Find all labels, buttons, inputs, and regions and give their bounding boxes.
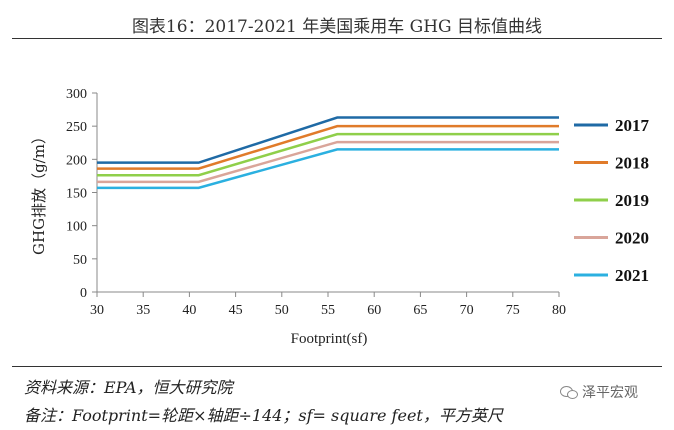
chart-title: 图表16：2017-2021 年美国乘用车 GHG 目标值曲线 <box>131 17 543 37</box>
series-line-2019 <box>97 132 559 177</box>
x-tick-label: 75 <box>506 303 520 318</box>
x-tick-label: 80 <box>552 303 566 318</box>
title-divider <box>12 38 662 39</box>
watermark: 泽平宏观 <box>560 382 638 402</box>
x-tick-label: 55 <box>321 303 335 318</box>
chart-legend: 2017 2018 2019 2020 2021 <box>574 116 650 285</box>
y-tick-label: 0 <box>80 286 87 301</box>
chart-axes: 30 35 40 45 50 55 60 65 70 75 80 0 50 100 150 200 250 300 <box>66 87 566 318</box>
legend-label-2017: 2017 <box>615 116 650 135</box>
x-tick-label: 60 <box>367 303 381 318</box>
legend-label-2020: 2020 <box>615 229 649 248</box>
y-tick-label: 200 <box>66 153 87 168</box>
y-tick-label: 250 <box>66 120 87 135</box>
series-line-2017 <box>97 116 559 164</box>
y-tick-label: 50 <box>73 253 87 268</box>
footer-divider <box>12 366 662 367</box>
y-tick-label: 150 <box>66 187 87 202</box>
series-line-2018 <box>97 124 559 170</box>
y-tick-label: 300 <box>66 87 87 102</box>
x-tick-label: 40 <box>182 303 196 318</box>
legend-label-2021: 2021 <box>615 266 649 285</box>
footnote: 备注：Footprint=轮距×轴距÷144；sf= square feet，平… <box>24 406 503 425</box>
x-tick-label: 50 <box>275 303 289 318</box>
x-tick-label: 45 <box>229 303 243 318</box>
legend-label-2018: 2018 <box>615 154 649 173</box>
series-line-2020 <box>97 140 559 184</box>
source-note: 资料来源：EPA，恒大研究院 <box>24 378 233 397</box>
series-layer <box>97 116 559 190</box>
watermark-text: 泽平宏观 <box>582 385 638 401</box>
y-tick-label: 100 <box>66 220 87 235</box>
y-axis-label: GHG排放（g/m） <box>30 129 48 255</box>
x-axis-label: Footprint(sf) <box>291 331 368 347</box>
x-tick-label: 30 <box>90 303 104 318</box>
chart-svg: 30 35 40 45 50 55 60 65 70 75 80 0 50 100 150 200 250 300… <box>30 87 650 347</box>
x-tick-label: 70 <box>460 303 474 318</box>
wechat-icon <box>560 385 578 399</box>
series-line-2021 <box>97 148 559 190</box>
legend-label-2019: 2019 <box>615 191 649 210</box>
x-tick-label: 35 <box>136 303 150 318</box>
x-tick-label: 65 <box>413 303 427 318</box>
